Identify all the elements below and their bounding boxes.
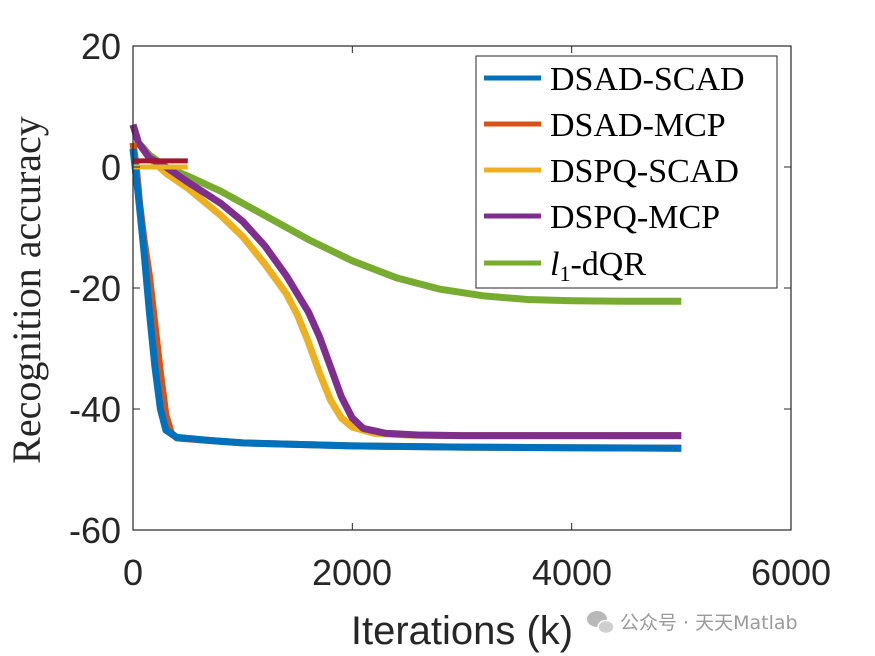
legend-l1-symbol: l: [550, 246, 559, 283]
x-tick-label: 4000: [532, 552, 612, 593]
ticks-layer: [132, 45, 792, 531]
legend-label-dspq-scad: DSPQ-SCAD: [550, 153, 739, 190]
watermark-text: 公众号 · 天天Matlab: [620, 612, 798, 634]
x-axis-label: Iterations (k): [351, 609, 573, 653]
y-axis-label: Recognition accuracy: [4, 116, 49, 464]
legend-l1-suffix: -dQR: [570, 246, 646, 283]
legend-label-dsad-mcp: DSAD-MCP: [550, 107, 726, 144]
x-tick-label: 2000: [312, 552, 392, 593]
series-line-dspq-mcp: [129, 123, 682, 440]
y-tick-label: 20: [81, 26, 121, 67]
y-tick-label: -40: [69, 389, 121, 430]
legend-l1-subscript: 1: [559, 261, 570, 286]
y-tick-label: -20: [69, 268, 121, 309]
x-tick-label: 6000: [751, 552, 831, 593]
wechat-icon: [587, 611, 615, 635]
y-tick-label: 0: [101, 147, 121, 188]
series-line-dsad-scad: [129, 148, 682, 452]
x-tick-label: 0: [123, 552, 143, 593]
series-layer: [129, 123, 682, 452]
legend: DSAD-SCAD DSAD-MCP DSPQ-SCAD DSPQ-MCP l1…: [475, 55, 778, 289]
y-tick-label: -60: [69, 510, 121, 551]
legend-label-dspq-mcp: DSPQ-MCP: [550, 199, 720, 236]
legend-label-dsad-scad: DSAD-SCAD: [550, 61, 745, 98]
legend-label-l1-dqr: l1-dQR: [550, 246, 646, 286]
watermark: 公众号 · 天天Matlab: [587, 611, 798, 635]
